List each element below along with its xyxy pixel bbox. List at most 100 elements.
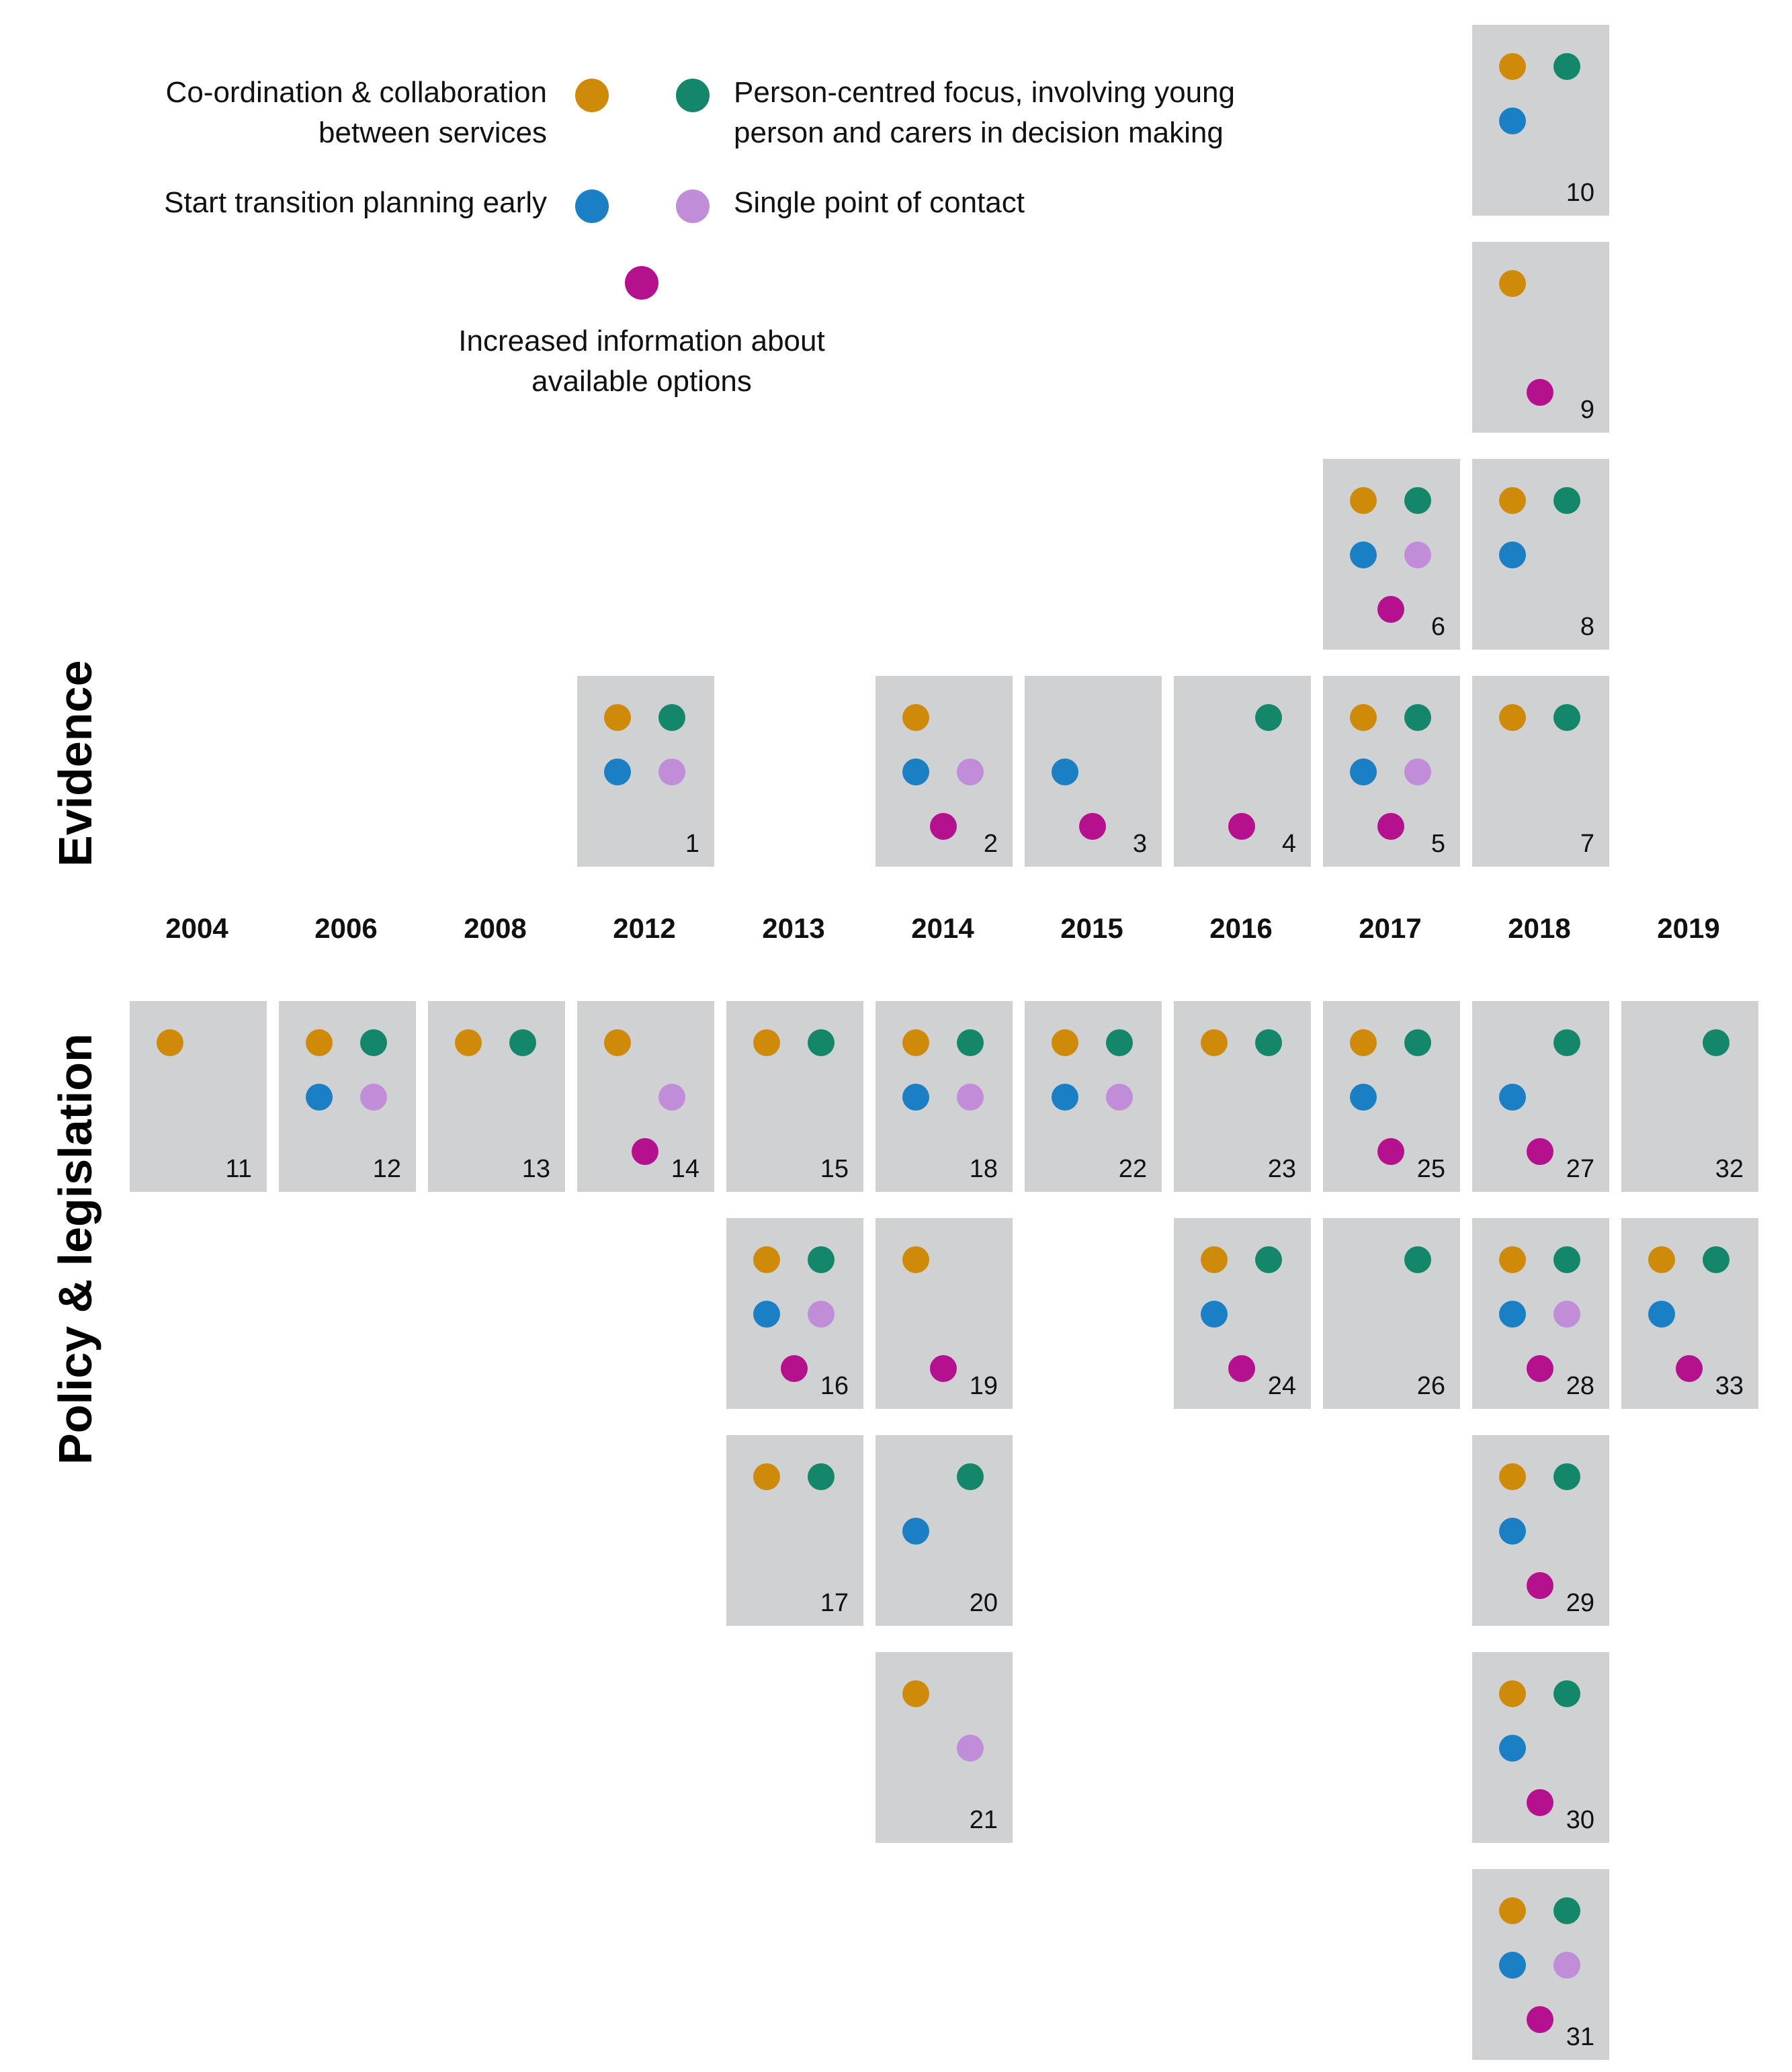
person-dot (1106, 1029, 1133, 1056)
legend-coord-line2: between services (318, 116, 547, 149)
person-dot (658, 704, 685, 731)
info-dot (1527, 1355, 1553, 1382)
early-dot (306, 1084, 333, 1111)
year-label: 2012 (613, 912, 676, 944)
coord-dot (1499, 704, 1526, 731)
policy-card-16: 16 (726, 1218, 863, 1409)
coord-dot (1499, 1680, 1526, 1707)
card-number: 5 (1431, 830, 1445, 858)
policy-card-25: 25 (1323, 1001, 1460, 1192)
person-dot (1553, 53, 1580, 80)
policy-card-12: 12 (279, 1001, 416, 1192)
info-dot (1228, 1355, 1255, 1382)
coord-dot (1350, 487, 1377, 514)
policy-card-30: 30 (1472, 1652, 1609, 1843)
person-dot (509, 1029, 536, 1056)
policy-card-24: 24 (1174, 1218, 1311, 1409)
single-dot (658, 759, 685, 785)
coord-dot (902, 704, 929, 731)
year-label: 2008 (464, 912, 527, 944)
coord-dot (902, 1029, 929, 1056)
coord-dot (1201, 1246, 1228, 1273)
card-number: 33 (1715, 1372, 1744, 1400)
info-dot (1377, 596, 1404, 623)
policy-card-31: 31 (1472, 1869, 1609, 2060)
person-dot (1255, 1246, 1282, 1273)
coord-dot (1201, 1029, 1228, 1056)
single-dot (957, 759, 984, 785)
coord-dot (753, 1029, 780, 1056)
legend-info-line1: Increased information about (458, 325, 825, 357)
card-number: 22 (1118, 1155, 1147, 1183)
coord-dot (455, 1029, 482, 1056)
evidence-card-8: 8 (1472, 459, 1609, 650)
year-label: 2017 (1359, 912, 1422, 944)
early-dot (1201, 1301, 1228, 1328)
early-dot (1499, 1518, 1526, 1545)
early-dot (604, 759, 631, 785)
info-dot (1527, 1789, 1553, 1816)
policy-card-27: 27 (1472, 1001, 1609, 1192)
evidence-card-1: 1 (577, 676, 714, 867)
early-dot (1350, 1084, 1377, 1111)
single-dot (1404, 542, 1431, 568)
policy-card-15: 15 (726, 1001, 863, 1192)
card-number: 23 (1267, 1155, 1296, 1183)
coord-dot (1052, 1029, 1078, 1056)
policy-card-17: 17 (726, 1435, 863, 1626)
early-dot (1499, 107, 1526, 134)
info-dot (632, 1138, 658, 1165)
info-dot (1527, 1572, 1553, 1599)
legend-early-label: Start transition planning early (164, 186, 547, 219)
coord-dot (753, 1463, 780, 1490)
early-dot (902, 759, 929, 785)
card-number: 17 (820, 1589, 849, 1617)
coord-dot (1648, 1246, 1675, 1273)
card-number: 18 (969, 1155, 998, 1183)
coord-dot (157, 1029, 183, 1056)
person-dot (1703, 1029, 1730, 1056)
early-dot (1350, 759, 1377, 785)
info-dot (1676, 1355, 1703, 1382)
info-dot (930, 1355, 957, 1382)
card-number: 20 (969, 1589, 998, 1617)
person-dot (957, 1029, 984, 1056)
info-dot (1377, 813, 1404, 840)
card-number: 26 (1416, 1372, 1445, 1400)
year-label: 2018 (1508, 912, 1571, 944)
person-dot (1404, 1029, 1431, 1056)
person-dot (1255, 1029, 1282, 1056)
single-dot (360, 1084, 387, 1111)
legend-person-label: Person-centred focus, involving young pe… (734, 73, 1406, 153)
person-dot (1553, 704, 1580, 731)
card-number: 8 (1580, 613, 1594, 641)
legend-single-dot (676, 189, 710, 223)
coord-dot (1499, 487, 1526, 514)
info-dot (1527, 2006, 1553, 2033)
year-label: 2013 (762, 912, 825, 944)
person-dot (808, 1246, 835, 1273)
early-dot (753, 1301, 780, 1328)
coord-dot (1350, 704, 1377, 731)
legend-coord-line1: Co-ordination & collaboration (165, 76, 547, 109)
legend-info-dot (625, 266, 658, 300)
card-number: 2 (983, 830, 998, 858)
policy-card-29: 29 (1472, 1435, 1609, 1626)
early-dot (902, 1518, 929, 1545)
single-dot (1106, 1084, 1133, 1111)
card-number: 13 (521, 1155, 550, 1183)
early-dot (902, 1084, 929, 1111)
policy-card-11: 11 (130, 1001, 267, 1192)
info-dot (1527, 1138, 1553, 1165)
card-number: 6 (1431, 613, 1445, 641)
legend-info-label: Increased information about available op… (373, 321, 910, 402)
info-dot (781, 1355, 808, 1382)
card-number: 4 (1281, 830, 1296, 858)
person-dot (957, 1463, 984, 1490)
card-number: 32 (1715, 1155, 1744, 1183)
person-dot (1553, 1897, 1580, 1924)
evidence-card-7: 7 (1472, 676, 1609, 867)
year-label: 2016 (1209, 912, 1273, 944)
early-dot (1499, 1952, 1526, 1979)
evidence-card-3: 3 (1025, 676, 1162, 867)
